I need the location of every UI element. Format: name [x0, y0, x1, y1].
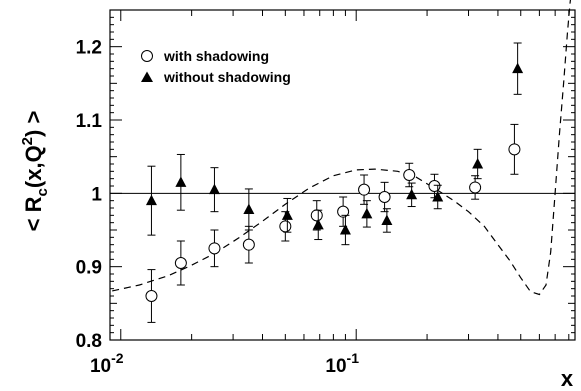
- legend-entry-with-shadowing: with shadowing: [141, 48, 269, 64]
- point-with-shadowing: [358, 183, 371, 196]
- point-with-shadowing: [428, 180, 441, 192]
- y-tick-label: 1.2: [76, 38, 102, 59]
- legend-label-with-shadowing: with shadowing: [163, 48, 269, 64]
- y-tick-label: 0.9: [76, 258, 102, 279]
- legend-label-without-shadowing: without shadowing: [163, 69, 291, 85]
- plot-frame: [109, 9, 576, 341]
- point-with-shadowing: [337, 205, 350, 218]
- point-with-shadowing: [145, 290, 158, 302]
- y-tick-label: 1: [91, 184, 102, 205]
- legend-marker-open-circle: [141, 50, 153, 62]
- point-with-shadowing: [508, 143, 521, 156]
- point-without-shadowing: [175, 176, 187, 187]
- point-with-shadowing: [469, 181, 482, 194]
- point-without-shadowing: [208, 183, 220, 195]
- point-without-shadowing: [145, 194, 157, 206]
- y-tick-label: 0.8: [76, 331, 102, 352]
- point-with-shadowing: [208, 242, 221, 255]
- point-without-shadowing: [281, 209, 293, 220]
- point-with-shadowing: [378, 191, 391, 203]
- point-with-shadowing: [279, 220, 292, 233]
- x-tick-label: 10-2: [90, 350, 124, 377]
- point-without-shadowing: [361, 207, 373, 219]
- point-without-shadowing: [512, 62, 524, 74]
- x-axis-title: x: [561, 366, 574, 391]
- legend: with shadowing without shadowing: [141, 48, 291, 85]
- dashed-curve: [112, 0, 572, 296]
- point-with-shadowing: [310, 209, 323, 222]
- point-with-shadowing: [174, 257, 187, 269]
- point-without-shadowing: [406, 188, 418, 200]
- y-axis-title: < Rc(x,Q2) >: [19, 111, 51, 232]
- point-without-shadowing: [381, 214, 393, 225]
- point-without-shadowing: [312, 218, 324, 230]
- plot-area: 0.8 0.9 1 1.1 1.2 10-2 10-1: [76, 0, 576, 377]
- point-with-shadowing: [403, 169, 416, 181]
- x-tick-label: 10-1: [325, 350, 359, 377]
- point-without-shadowing: [472, 158, 484, 169]
- legend-entry-without-shadowing: without shadowing: [141, 69, 291, 85]
- point-with-shadowing: [242, 238, 255, 251]
- svg-text:< Rc(x,Q2) >: < Rc(x,Q2) >: [19, 111, 51, 232]
- point-without-shadowing: [339, 224, 351, 235]
- point-without-shadowing: [243, 203, 255, 214]
- legend-marker-filled-triangle: [141, 71, 153, 82]
- point-without-shadowing: [432, 191, 444, 202]
- y-tick-label: 1.1: [76, 111, 103, 132]
